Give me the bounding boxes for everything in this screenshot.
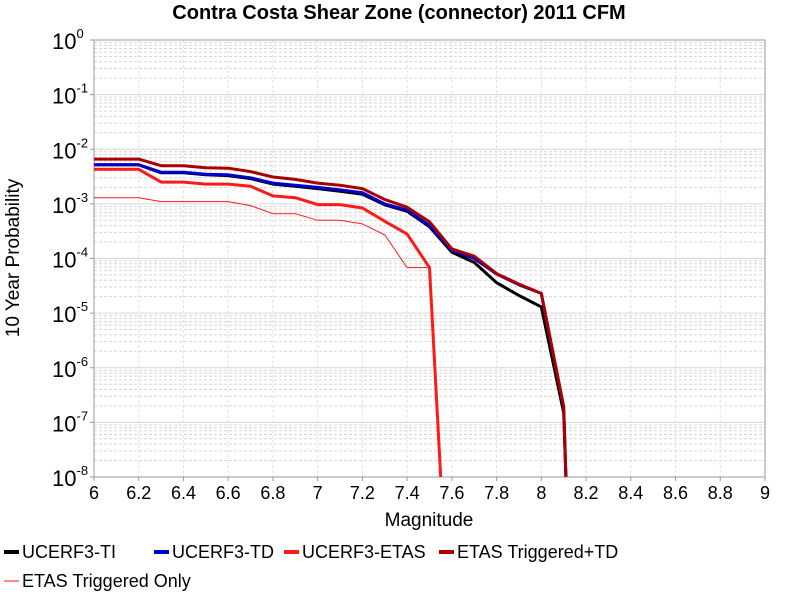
- y-tick-label: 10-4: [52, 245, 88, 273]
- y-tick-label: 10-2: [52, 135, 88, 163]
- legend-label: UCERF3-ETAS: [302, 542, 426, 562]
- series-line-1: [94, 163, 568, 478]
- x-tick-label: 8.8: [708, 483, 733, 503]
- y-axis-label: 10 Year Probability: [3, 178, 24, 337]
- x-tick-label: 6.2: [126, 483, 151, 503]
- y-tick-label: 10-1: [52, 81, 88, 109]
- chart-title: Contra Costa Shear Zone (connector) 2011…: [172, 2, 625, 24]
- x-tick-label: 6: [89, 483, 99, 503]
- y-axis-ticks: 100 10-1 10-2 10-3 10-4 10-5 10-6 10-7 10-8: [52, 26, 94, 491]
- x-tick-label: 7.6: [439, 483, 464, 503]
- x-tick-label: 7.2: [350, 483, 375, 503]
- series-lines: [94, 157, 568, 478]
- x-axis-label: Magnitude: [385, 510, 474, 531]
- legend: UCERF3-TI UCERF3-TD UCERF3-ETAS ETAS Trigge…: [4, 542, 618, 591]
- x-tick-label: 7: [313, 483, 323, 503]
- series-line-3: [94, 167, 443, 478]
- legend-label: ETAS Triggered Only: [22, 571, 191, 591]
- y-tick-label: 10-3: [52, 190, 88, 218]
- legend-label: UCERF3-TI: [22, 542, 116, 562]
- y-tick-label: 10-5: [52, 299, 88, 327]
- x-tick-label: 9: [760, 483, 770, 503]
- y-tick-label: 100: [52, 26, 84, 54]
- y-tick-label: 10-7: [52, 408, 88, 436]
- x-axis-ticks: 6 6.2 6.4 6.6 6.8 7 7.2 7.4 7.6 7.8 8 8.2 8.4 8.6 8.8 9: [89, 477, 770, 503]
- grid-lines: [93, 40, 766, 478]
- series-line-4: [94, 157, 568, 478]
- x-tick-label: 8.4: [618, 483, 643, 503]
- series-line-2: [94, 163, 568, 478]
- x-tick-label: 8.6: [663, 483, 688, 503]
- legend-label: UCERF3-TD: [172, 542, 274, 562]
- x-tick-label: 6.4: [171, 483, 196, 503]
- y-tick-label: 10-6: [52, 354, 88, 382]
- x-tick-label: 7.4: [395, 483, 420, 503]
- x-tick-label: 8: [536, 483, 546, 503]
- x-tick-label: 6.6: [216, 483, 241, 503]
- x-tick-label: 8.2: [574, 483, 599, 503]
- x-tick-label: 7.8: [484, 483, 509, 503]
- x-tick-label: 6.8: [260, 483, 285, 503]
- legend-label: ETAS Triggered+TD: [457, 542, 618, 562]
- series-line-5: [94, 197, 430, 269]
- y-tick-label: 10-8: [52, 463, 88, 491]
